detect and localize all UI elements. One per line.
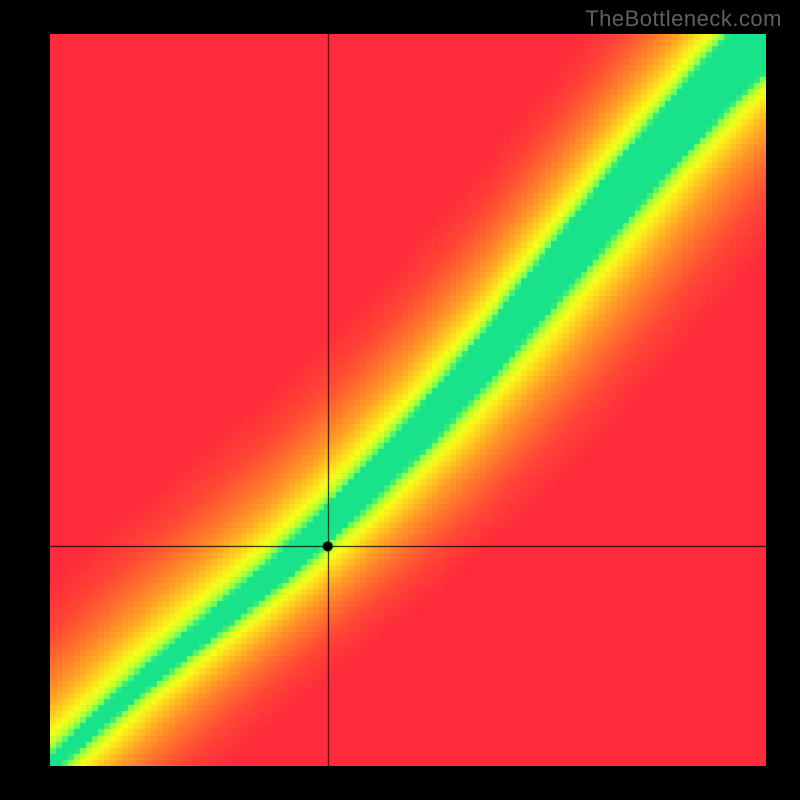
chart-stage: TheBottleneck.com bbox=[0, 0, 800, 800]
bottleneck-heatmap bbox=[50, 34, 766, 766]
watermark-text: TheBottleneck.com bbox=[585, 6, 782, 32]
